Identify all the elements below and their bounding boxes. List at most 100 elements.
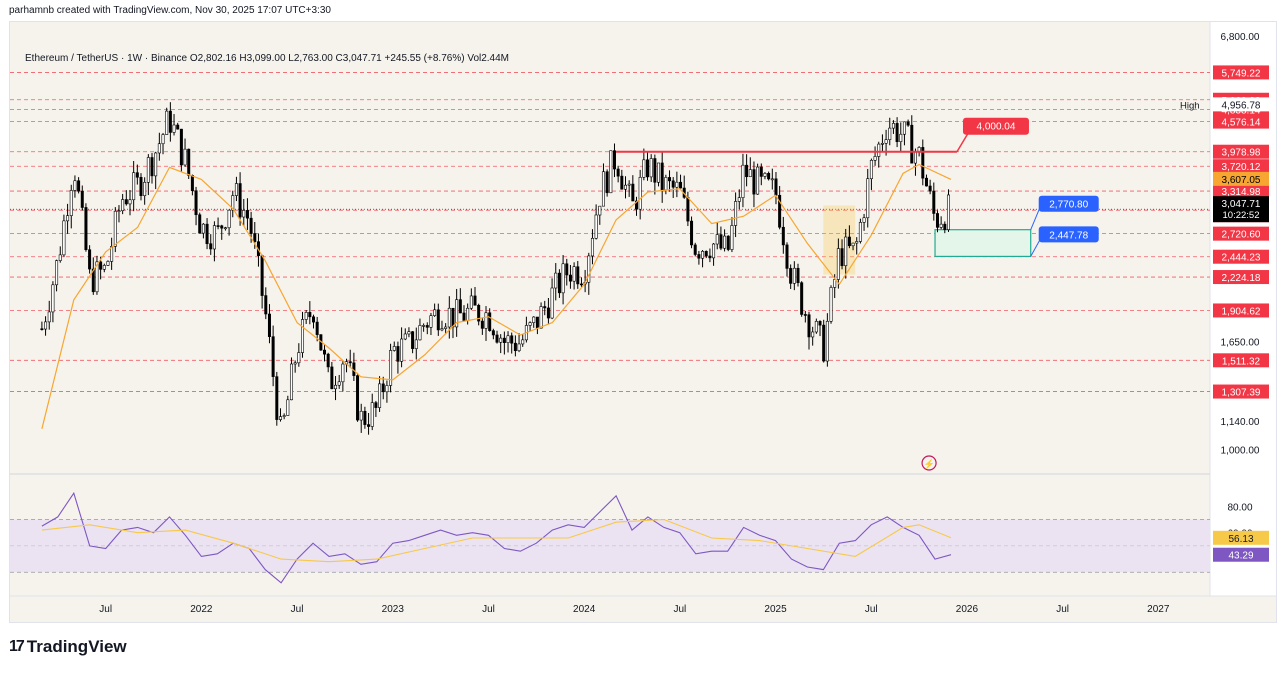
candle-body-112 [451, 307, 455, 328]
candle-body-156 [612, 150, 616, 170]
candle-body-20 [113, 210, 117, 247]
candle-body-51 [227, 209, 231, 229]
candle-body-154 [605, 171, 609, 194]
candle-body-21 [117, 210, 121, 213]
candle-body-191 [741, 164, 745, 198]
candle-body-38 [179, 128, 183, 166]
candle-body-54 [238, 183, 242, 218]
high-tag-bg [1213, 97, 1269, 112]
candle-body-8 [69, 190, 73, 216]
rsi-ma-tag-bg [1213, 530, 1269, 545]
level-tag-5-bg [1213, 159, 1269, 174]
candle-body-220 [847, 236, 851, 247]
candle-body-161 [631, 183, 635, 202]
high-tag: 4,956.78 [1222, 100, 1261, 111]
candle-body-53 [234, 183, 238, 196]
candle-body-231 [888, 127, 892, 140]
candle-body-44 [201, 223, 205, 234]
candle-body-232 [891, 123, 895, 129]
candle-body-133 [528, 322, 532, 326]
candle-body-26 [135, 172, 139, 178]
candle-body-164 [642, 159, 646, 178]
candle-body-233 [895, 123, 899, 142]
symbol-legend: Ethereum / TetherUS · 1W · Binance O2,80… [25, 53, 510, 64]
candle-body-192 [745, 164, 749, 178]
y-tick-0: 6,800.00 [1221, 32, 1260, 43]
zone-bottom-box [1038, 226, 1099, 243]
candle-body-134 [532, 316, 536, 323]
candle-body-152 [598, 205, 602, 216]
candle-body-107 [433, 309, 437, 316]
candle-body-182 [708, 255, 712, 259]
candle-body-180 [701, 251, 705, 259]
candle-body-186 [723, 235, 727, 249]
candle-body-17 [102, 265, 106, 270]
candle-body-141 [557, 272, 561, 294]
candle-body-12 [84, 207, 88, 251]
last-price-tag-bg [1213, 196, 1269, 223]
candle-body-196 [759, 166, 763, 177]
candle-body-113 [455, 299, 459, 328]
candle-body-203 [785, 244, 789, 269]
candle-body-65 [278, 416, 282, 420]
candle-body-169 [660, 162, 664, 191]
candle-body-39 [183, 148, 187, 166]
candle-body-124 [495, 334, 499, 343]
resistance-callout-box [962, 117, 1029, 135]
countdown-tag: 10:22:52 [1223, 210, 1260, 221]
candle-body-208 [803, 314, 807, 316]
candle-body-166 [649, 158, 653, 178]
level-tag-7: 2,720.60 [1222, 230, 1261, 241]
rsi-y-tick-0: 80.00 [1227, 502, 1252, 513]
candle-body-205 [792, 267, 796, 284]
candle-body-129 [513, 342, 517, 352]
candle-body-181 [704, 251, 708, 257]
level-tag-9-bg [1213, 270, 1269, 285]
candle-body-3 [51, 284, 55, 313]
candle-body-75 [315, 321, 319, 335]
candle-body-15 [95, 261, 99, 293]
event-icon [921, 455, 937, 471]
candle-body-230 [884, 139, 888, 144]
y-tick-2: 1,140.00 [1221, 417, 1260, 428]
candle-body-41 [190, 175, 194, 192]
candle-body-207 [800, 282, 804, 315]
candle-body-222 [855, 241, 859, 244]
candle-body-168 [657, 162, 661, 183]
rsi-band [10, 519, 1210, 573]
candle-body-10 [77, 180, 81, 192]
x-tick-9: 2026 [956, 604, 979, 615]
price-chart[interactable]: 4,000.04 2,770.80 2,447.78 ⚡ 6,800.00 1,650.0… [10, 22, 1276, 622]
candles [40, 102, 950, 435]
level-tag-3-bg [1213, 114, 1269, 129]
candle-body-218 [840, 248, 844, 267]
level-tag-7-bg [1213, 226, 1269, 241]
candle-body-202 [781, 226, 785, 246]
candle-body-157 [616, 168, 620, 177]
candle-body-56 [245, 210, 249, 219]
level-tag-6: 3,314.98 [1222, 187, 1261, 198]
candle-body-19 [110, 246, 114, 262]
x-tick-2: Jul [291, 604, 304, 615]
candle-body-37 [176, 124, 180, 130]
y-tick-1: 1,650.00 [1221, 337, 1260, 348]
candle-body-187 [726, 235, 730, 250]
candle-body-210 [811, 331, 815, 338]
candle-body-80 [334, 384, 338, 390]
candle-body-32 [157, 143, 161, 154]
candle-body-31 [154, 152, 158, 177]
tradingview-brand[interactable]: 17 TradingView [9, 637, 127, 657]
level-tag-4-bg [1213, 144, 1269, 159]
candle-body-183 [712, 243, 716, 259]
chart-frame[interactable]: 4,000.04 2,770.80 2,447.78 ⚡ 6,800.00 1,650.0… [9, 21, 1277, 623]
candle-body-30 [150, 157, 154, 177]
candle-body-108 [436, 309, 440, 331]
candle-body-177 [690, 220, 694, 246]
candle-body-190 [737, 197, 741, 202]
candle-body-105 [425, 325, 429, 328]
candle-body-55 [242, 210, 246, 218]
candle-body-78 [326, 353, 330, 368]
candle-body-213 [822, 324, 826, 362]
candle-body-33 [161, 134, 165, 145]
moving-average-line [41, 163, 952, 429]
